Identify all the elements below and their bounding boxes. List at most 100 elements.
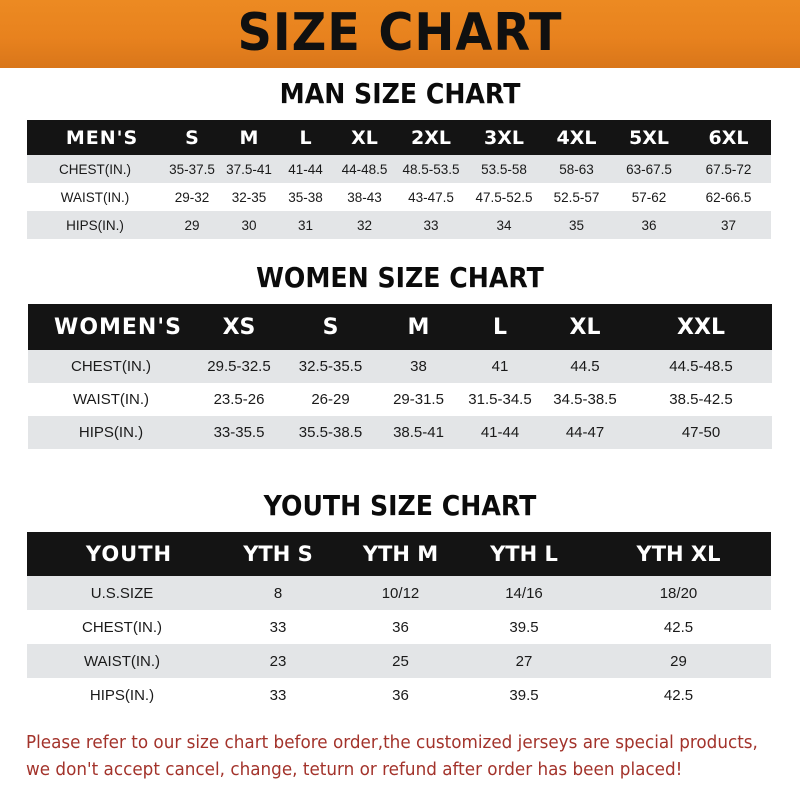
youth-corner-label: YOUTH [85, 542, 173, 566]
women-cell: 44.5 [570, 358, 600, 375]
youth-size-chart-section: YOUTH SIZE CHART YOUTH YTH S YTH M YTH L… [0, 490, 800, 712]
man-cell: 63-67.5 [626, 161, 672, 177]
page-header-banner: SIZE CHART [0, 0, 800, 68]
man-cell: 29 [184, 217, 200, 233]
youth-cell: 18/20 [659, 584, 698, 602]
man-cell: 48.5-53.5 [402, 161, 460, 177]
man-col-header: M [239, 126, 259, 149]
man-col-header: S [185, 126, 199, 149]
women-size-chart-table: WOMEN'S XS S M L XL XXL CHEST(IN.) 29.5-… [28, 304, 772, 449]
table-row: HIPS(IN.) 29 30 31 32 33 34 35 36 37 [27, 211, 771, 239]
youth-row-label: WAIST(IN.) [83, 652, 161, 670]
man-col-header: 6XL [708, 126, 749, 149]
youth-table-body: YOUTH YTH S YTH M YTH L YTH XL U.S.SIZE … [27, 532, 771, 712]
women-cell: 29-31.5 [393, 391, 444, 408]
man-row-label: WAIST(IN.) [60, 189, 130, 205]
order-policy-note-line-1: Please refer to our size chart before or… [26, 733, 758, 753]
man-cell: 35-37.5 [169, 161, 215, 177]
man-cell: 37 [720, 217, 737, 233]
man-row-label: HIPS(IN.) [66, 217, 124, 233]
man-col-header: XL [351, 126, 378, 149]
table-row: U.S.SIZE 8 10/12 14/16 18/20 [27, 576, 771, 610]
man-cell: 58-63 [559, 161, 594, 177]
man-cell: 43-47.5 [408, 189, 454, 205]
women-cell: 32.5-35.5 [298, 358, 363, 375]
women-cell: 33-35.5 [213, 424, 265, 441]
women-col-header: XXL [677, 314, 725, 340]
youth-col-header: YTH L [490, 542, 558, 566]
man-col-header: 2XL [411, 126, 451, 149]
man-table-body: MEN'S S M L XL 2XL 3XL 4XL 5XL 6XL CHEST… [27, 120, 771, 239]
youth-cell: 29 [670, 652, 687, 670]
man-cell: 41-44 [288, 161, 323, 177]
man-cell: 31 [297, 217, 314, 233]
page-title: SIZE CHART [237, 3, 563, 63]
order-policy-note: Please refer to our size chart before or… [26, 730, 758, 784]
youth-cell: 10/12 [381, 584, 420, 602]
man-cell: 62-66.5 [705, 189, 752, 205]
man-col-header: 3XL [484, 126, 524, 149]
youth-cell: 23 [269, 652, 287, 670]
youth-size-chart-title: YOUTH SIZE CHART [263, 489, 537, 522]
women-cell: 38 [410, 358, 427, 375]
youth-cell: 39.5 [509, 686, 539, 704]
table-row: CHEST(IN.) 35-37.5 37.5-41 41-44 44-48.5… [27, 155, 771, 183]
youth-row-label: U.S.SIZE [90, 584, 154, 602]
youth-cell: 36 [392, 686, 409, 704]
youth-cell: 33 [269, 686, 287, 704]
man-col-header: L [299, 126, 312, 149]
women-cell: 38.5-42.5 [669, 391, 733, 408]
man-cell: 35 [568, 217, 585, 233]
women-row-label: CHEST(IN.) [71, 358, 151, 375]
women-col-header: M [407, 314, 430, 340]
youth-cell: 42.5 [663, 618, 694, 636]
youth-size-chart-table: YOUTH YTH S YTH M YTH L YTH XL U.S.SIZE … [27, 532, 771, 712]
man-cell: 38-43 [347, 189, 382, 205]
man-cell: 52.5-57 [553, 189, 600, 205]
man-col-header: 5XL [629, 126, 669, 149]
youth-col-header: YTH XL [636, 542, 721, 566]
women-cell: 34.5-38.5 [553, 391, 617, 408]
man-cell: 29-32 [174, 189, 210, 205]
youth-col-header: YTH M [362, 542, 439, 566]
man-cell: 30 [241, 217, 257, 233]
women-cell: 35.5-38.5 [298, 424, 363, 441]
women-cell: 47-50 [681, 424, 721, 441]
youth-cell: 8 [273, 584, 283, 602]
youth-row-label: HIPS(IN.) [89, 686, 155, 704]
table-row: WAIST(IN.) 23 25 27 29 [27, 644, 771, 678]
women-cell: 41 [491, 358, 509, 375]
youth-cell: 25 [392, 652, 409, 670]
women-col-header: L [492, 314, 508, 340]
youth-cell: 42.5 [663, 686, 694, 704]
youth-col-header: YTH S [243, 542, 313, 566]
women-size-chart-section: WOMEN SIZE CHART WOMEN'S XS S M L XL XXL… [0, 262, 800, 449]
man-cell: 34 [496, 217, 512, 233]
man-table-header-row: MEN'S S M L XL 2XL 3XL 4XL 5XL 6XL [27, 120, 771, 155]
youth-cell: 33 [269, 618, 287, 636]
man-cell: 32-35 [231, 189, 267, 205]
table-row: CHEST(IN.) 33 36 39.5 42.5 [27, 610, 771, 644]
man-size-chart-table: MEN'S S M L XL 2XL 3XL 4XL 5XL 6XL CHEST… [27, 120, 771, 239]
table-row: WAIST(IN.) 29-32 32-35 35-38 38-43 43-47… [27, 183, 771, 211]
women-cell: 41-44 [480, 424, 520, 441]
women-table-header-row: WOMEN'S XS S M L XL XXL [28, 304, 772, 350]
youth-cell: 14/16 [505, 584, 543, 602]
women-cell: 44.5-48.5 [669, 358, 733, 375]
women-col-header: XS [222, 314, 256, 340]
women-cell: 38.5-41 [393, 424, 444, 441]
table-row: HIPS(IN.) 33-35.5 35.5-38.5 38.5-41 41-4… [28, 416, 772, 449]
women-row-label: HIPS(IN.) [78, 424, 144, 441]
youth-row-label: CHEST(IN.) [82, 618, 162, 636]
table-row: WAIST(IN.) 23.5-26 26-29 29-31.5 31.5-34… [28, 383, 772, 416]
man-cell: 32 [356, 217, 373, 233]
man-cell: 37.5-41 [226, 161, 272, 177]
man-cell: 44-48.5 [341, 161, 388, 177]
youth-cell: 36 [392, 618, 409, 636]
youth-cell: 27 [515, 652, 533, 670]
man-cell: 67.5-72 [705, 161, 752, 177]
man-cell: 57-62 [631, 189, 667, 205]
youth-table-header-row: YOUTH YTH S YTH M YTH L YTH XL [27, 532, 771, 576]
youth-cell: 39.5 [509, 618, 539, 636]
women-cell: 31.5-34.5 [468, 391, 532, 408]
